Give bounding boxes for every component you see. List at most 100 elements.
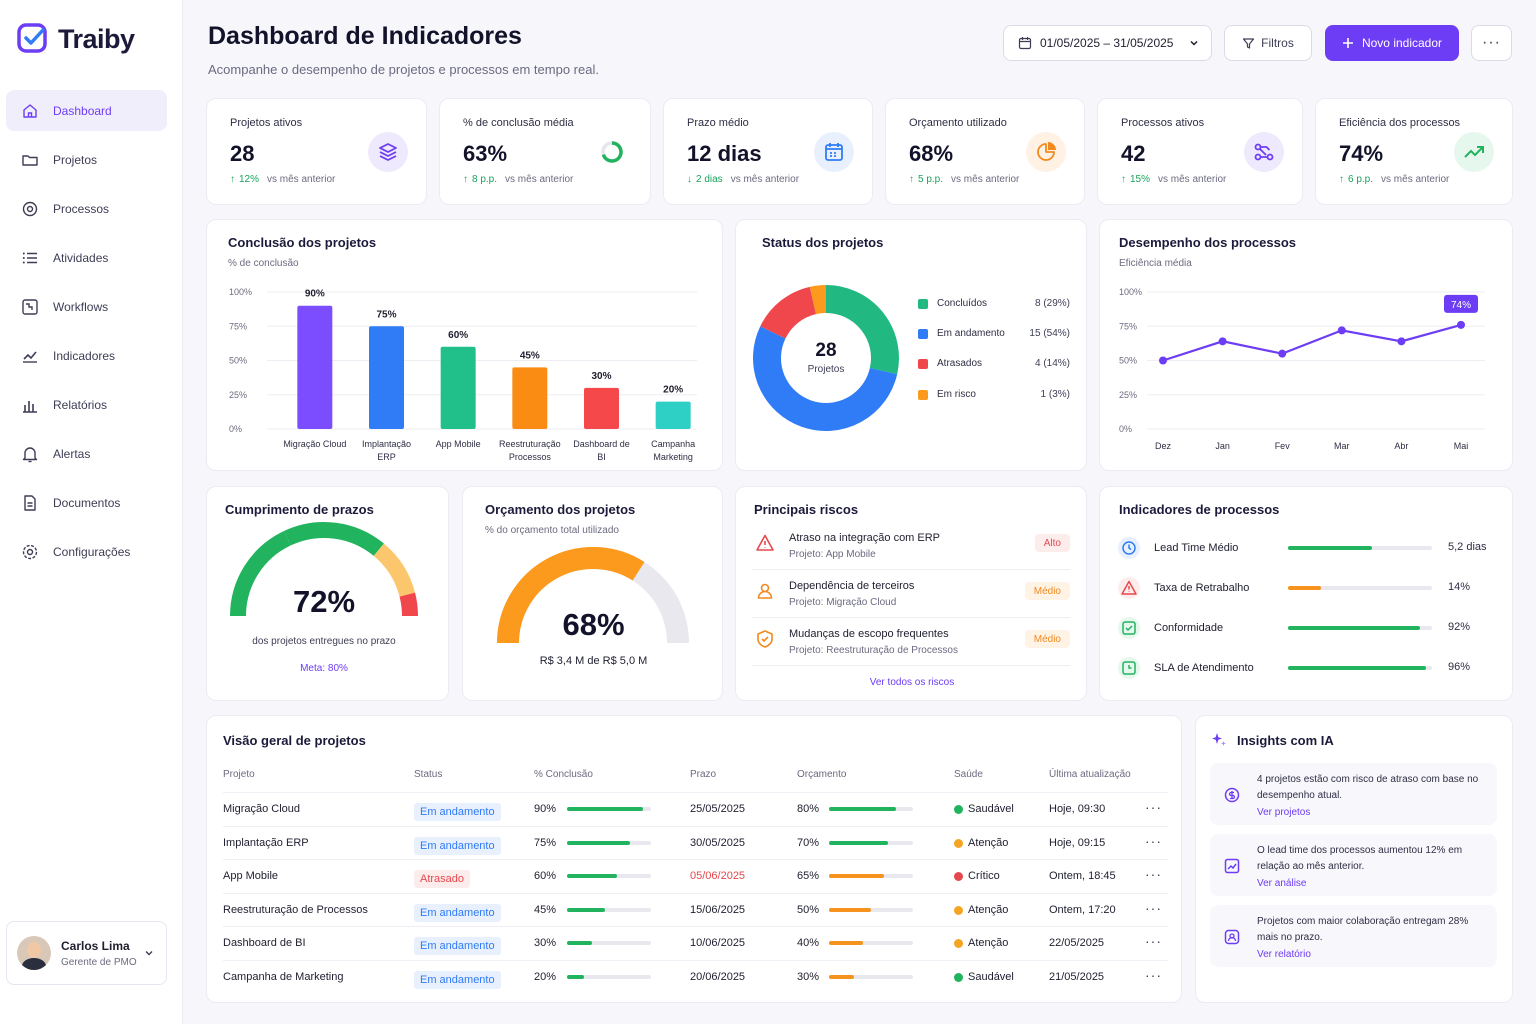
x-tick-label: Dez [1155, 441, 1172, 451]
delta-compare: vs mês anterior [730, 174, 800, 185]
risk-item[interactable]: Atraso na integração com ERP Projeto: App… [752, 528, 1070, 570]
table-row[interactable]: Dashboard de BI Em andamento 30% 10/06/2025… [223, 926, 1168, 959]
workflow-icon [22, 298, 38, 315]
kpi-card[interactable]: Orçamento utilizado 68% ↑ 5 p.p. vs mês ante… [885, 98, 1085, 205]
gear-icon [22, 544, 38, 559]
folder-icon [22, 154, 38, 166]
brand-logo[interactable]: Traiby [16, 22, 135, 56]
row-more-icon[interactable]: ··· [1145, 899, 1162, 916]
health-dot [954, 905, 963, 915]
more-options-button[interactable]: ··· [1471, 25, 1512, 61]
legend-label: Concluídos [937, 298, 988, 309]
insight-link[interactable]: Ver análise [1257, 878, 1307, 889]
last-update: Hoje, 09:15 [1049, 836, 1106, 849]
kpi-card[interactable]: % de conclusão média 63% ↑ 8 p.p. vs mês ant… [439, 98, 651, 205]
legend-item: Em andamento 15 (54%) [918, 328, 1070, 339]
sparkle-icon [1212, 733, 1226, 746]
legend-count: 15 (54%) [1029, 328, 1070, 339]
process-performance-card: Desempenho dos processos Eficiência médi… [1099, 219, 1513, 471]
table-row[interactable]: App Mobile Atrasado 60% 05/06/2025 65% Crític… [223, 859, 1168, 892]
process-indicator-fill [1288, 626, 1421, 630]
view-all-risks-link[interactable]: Ver todos os riscos [869, 677, 955, 688]
column-header[interactable]: Projeto [223, 769, 255, 780]
completion-value: 90% [534, 803, 557, 815]
status-badge: Em andamento [414, 903, 501, 922]
row-more-icon[interactable]: ··· [1145, 966, 1162, 983]
kpi-card[interactable]: Projetos ativos 28 ↑ 12% vs mês anterior [206, 98, 427, 205]
delta-value: 15% [1130, 174, 1151, 185]
row-more-icon[interactable]: ··· [1145, 832, 1162, 849]
last-update: 21/05/2025 [1049, 970, 1105, 983]
sidebar-item-atividades[interactable]: Atividades [6, 237, 167, 278]
column-header[interactable]: % Conclusão [534, 769, 593, 780]
sidebar-item-workflows[interactable]: Workflows [6, 286, 167, 327]
new-indicator-button[interactable]: Novo indicador [1325, 25, 1459, 61]
health-dot [954, 805, 963, 814]
column-header[interactable]: Orçamento [797, 769, 847, 780]
project-name: App Mobile [223, 870, 279, 882]
sidebar-item-processos[interactable]: Processos [6, 188, 167, 229]
sidebar-item-alertas[interactable]: Alertas [6, 433, 167, 474]
status-badge: Em andamento [414, 937, 501, 955]
shield-icon [752, 626, 778, 652]
table-row[interactable]: Campanha de Marketing Em andamento 20% 20/0… [223, 959, 1168, 993]
table-row[interactable]: Implantação ERP Em andamento 75% 30/05/2025… [223, 825, 1168, 859]
process-indicator-label: Conformidade [1154, 622, 1224, 634]
insight-item: Projetos com maior colaboração entregam … [1210, 905, 1497, 967]
sidebar-item-label: Documentos [53, 495, 121, 510]
sidebar-item-dashboard[interactable]: Dashboard [6, 90, 167, 131]
plus-icon [1342, 38, 1353, 48]
date-range-picker[interactable]: 01/05/2025 – 31/05/2025 [1003, 25, 1212, 61]
y-tick-label: 50% [229, 356, 247, 366]
insight-text: O lead time dos processos aumentou 12% e… [1257, 845, 1463, 872]
filters-button[interactable]: Filtros [1224, 25, 1312, 61]
project-name: Migração Cloud [223, 803, 301, 815]
sidebar-item-documentos[interactable]: Documentos [6, 482, 167, 523]
delta-value: 2 dias [696, 174, 723, 185]
value-tooltip [1444, 294, 1478, 313]
kpi-card[interactable]: Processos ativos 42 ↑ 15% vs mês anterior [1097, 98, 1303, 205]
insight-text: 4 projetos estão com risco de atraso com… [1257, 774, 1479, 801]
sidebar-item-label: Processos [53, 201, 110, 216]
user-menu[interactable]: Carlos Lima Gerente de PMO [6, 921, 167, 985]
donut-slice [809, 285, 827, 315]
kpi-label: Prazo médio [687, 117, 749, 129]
sidebar-item-projetos[interactable]: Projetos [6, 139, 167, 180]
column-header[interactable]: Prazo [690, 769, 717, 780]
bar-value-label: 30% [591, 371, 611, 382]
gauge-segment [230, 530, 292, 617]
column-header[interactable]: Última atualização [1049, 769, 1131, 780]
table-row[interactable]: Reestruturação de Processos Em andamento 4… [223, 892, 1168, 926]
insight-link[interactable]: Ver relatório [1257, 949, 1311, 960]
kpi-card[interactable]: Eficiência dos processos 74% ↑ 6 p.p. vs mês… [1315, 98, 1513, 205]
risk-item[interactable]: Mudanças de escopo frequentes Projeto: Re… [752, 624, 1070, 666]
risk-item[interactable]: Dependência de terceiros Projeto: Migraçã… [752, 576, 1070, 618]
row-more-icon[interactable]: ··· [1145, 933, 1162, 949]
insight-link[interactable]: Ver projetos [1257, 807, 1311, 818]
sidebar-item-indicadores[interactable]: Indicadores [6, 335, 167, 376]
deadline-date: 20/06/2025 [690, 970, 746, 983]
donut-total-label: Projetos [807, 364, 845, 375]
row-more-icon[interactable]: ··· [1145, 799, 1162, 815]
brand-name: Traiby [58, 23, 135, 54]
sidebar-item-configuracoes[interactable]: Configurações [6, 531, 167, 572]
column-header[interactable]: Status [414, 769, 443, 780]
sidebar-item-relatorios[interactable]: Relatórios [6, 384, 167, 425]
data-point [1218, 337, 1227, 346]
card-title: Conclusão dos projetos [228, 235, 377, 250]
y-tick-label: 25% [1119, 390, 1137, 400]
legend-label: Em risco [937, 389, 976, 400]
kpi-card[interactable]: Prazo médio 12 dias ↓ 2 dias vs mês anterior [663, 98, 873, 205]
process-indicator-row: Conformidade 92% [1118, 616, 1490, 640]
clock-icon [1118, 537, 1140, 559]
pie-chart-icon [1026, 132, 1066, 172]
delta-arrow: ↑ [909, 174, 914, 185]
gauge-segment [399, 592, 418, 617]
column-header[interactable]: Saúde [954, 769, 983, 780]
row-more-icon[interactable]: ··· [1145, 866, 1162, 882]
table-row[interactable]: Migração Cloud Em andamento 90% 25/05/2025 8… [223, 792, 1168, 825]
x-tick-label: Jan [1215, 441, 1230, 451]
check-icon [1118, 617, 1140, 639]
y-tick-label: 100% [229, 287, 252, 297]
budget-value: 65% [797, 870, 820, 882]
